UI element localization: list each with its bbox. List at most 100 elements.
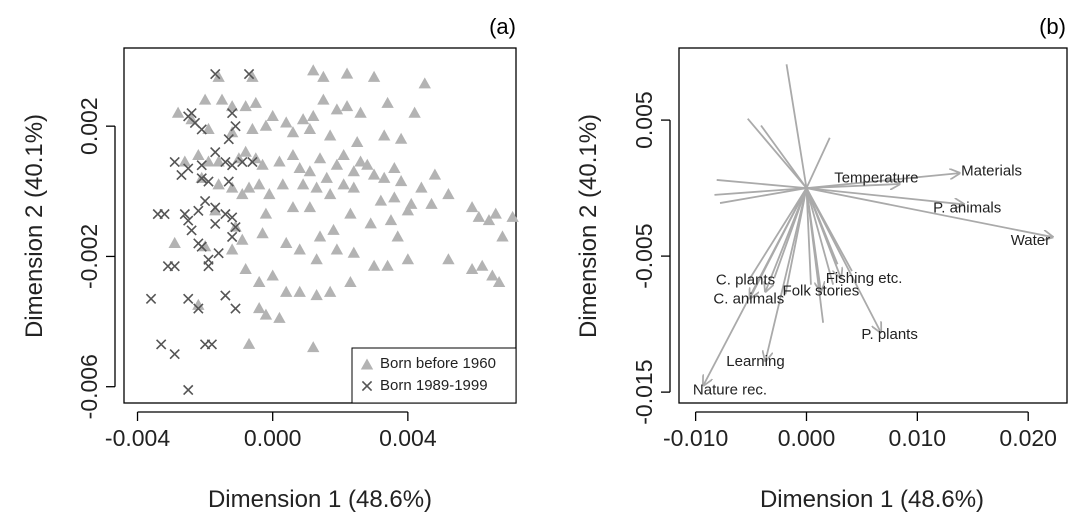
point-born-1989-1999	[206, 339, 218, 350]
point-born-1989-1999	[220, 156, 231, 168]
point-born-before-1960	[317, 70, 330, 82]
point-born-before-1960	[303, 165, 317, 177]
point-born-before-1960	[280, 285, 293, 297]
point-born-before-1960	[327, 223, 340, 235]
point-born-1989-1999	[247, 156, 258, 168]
y-tick-label-a: 0.002	[76, 97, 102, 155]
point-born-before-1960	[472, 210, 486, 222]
point-born-before-1960	[367, 259, 381, 271]
point-born-before-1960	[313, 230, 327, 242]
vector-p-animals	[806, 187, 963, 204]
point-born-before-1960	[293, 243, 306, 255]
loading-vector	[785, 64, 808, 189]
point-born-1989-1999	[186, 225, 197, 236]
vector-materials	[806, 173, 959, 189]
point-born-before-1960	[354, 106, 367, 118]
point-born-1989-1999	[226, 231, 238, 243]
vector-fishing-etc	[805, 187, 840, 278]
point-born-before-1960	[347, 181, 360, 193]
point-born-before-1960	[374, 194, 388, 206]
point-born-1989-1999	[210, 202, 221, 213]
point-born-before-1960	[330, 158, 344, 170]
plot-frame-a	[123, 47, 517, 404]
point-born-before-1960	[259, 207, 273, 219]
point-born-before-1960	[212, 178, 225, 190]
point-born-before-1960	[367, 70, 381, 82]
point-born-before-1960	[344, 207, 357, 219]
point-born-before-1960	[266, 109, 279, 121]
point-born-before-1960	[337, 178, 350, 190]
loading-vector	[747, 118, 808, 189]
point-born-before-1960	[323, 129, 337, 141]
point-born-1989-1999	[213, 248, 224, 259]
point-born-before-1960	[192, 148, 205, 161]
y-tick-label-b: 0.005	[631, 91, 657, 149]
point-born-before-1960	[259, 119, 273, 131]
point-born-before-1960	[496, 230, 509, 242]
point-born-before-1960	[330, 103, 344, 115]
point-born-before-1960	[273, 311, 286, 323]
x-tick-label-b: 0.000	[778, 425, 836, 451]
legend-label-1989-1999: Born 1989-1999	[380, 377, 488, 394]
point-born-before-1960	[388, 191, 401, 203]
point-born-before-1960	[239, 100, 252, 112]
vector-label-fishing-etc: Fishing etc.	[826, 270, 903, 287]
point-born-before-1960	[239, 262, 252, 275]
point-born-before-1960	[337, 148, 350, 161]
point-born-before-1960	[307, 341, 320, 353]
point-born-before-1960	[310, 181, 323, 193]
vector-label-c-animals: C. animals	[713, 291, 784, 308]
x-axis-a: -0.004 0.000 0.004	[105, 411, 437, 451]
loading-vector	[805, 188, 812, 285]
x-tick-label-b: -0.010	[663, 425, 728, 451]
point-born-before-1960	[266, 269, 279, 281]
point-born-1989-1999	[193, 303, 204, 314]
point-born-before-1960	[384, 214, 398, 226]
point-born-1989-1999	[220, 208, 231, 220]
point-born-before-1960	[252, 302, 266, 314]
point-born-before-1960	[263, 188, 276, 200]
point-born-1989-1999	[196, 124, 207, 135]
point-born-1989-1999	[199, 195, 211, 207]
point-born-before-1960	[394, 175, 408, 187]
point-born-before-1960	[178, 155, 192, 167]
y-axis-label-b: Dimension 2 (40.1%)	[575, 114, 602, 338]
point-born-before-1960	[361, 158, 374, 170]
point-born-before-1960	[489, 207, 502, 219]
point-born-before-1960	[246, 122, 259, 134]
x-axis-label-b: Dimension 1 (48.6%)	[760, 486, 984, 513]
x-axis-b: -0.010 0.000 0.010 0.020	[663, 411, 1057, 451]
point-born-before-1960	[347, 246, 360, 258]
point-born-before-1960	[307, 109, 320, 121]
point-born-before-1960	[401, 253, 415, 265]
point-born-1989-1999	[210, 218, 221, 230]
loading-vector	[716, 179, 807, 189]
point-born-before-1960	[192, 298, 205, 310]
point-born-1989-1999	[196, 173, 207, 184]
legend-marker-before-1960	[360, 358, 374, 370]
panel-label-a: (a)	[489, 14, 516, 39]
point-born-1989-1999	[243, 68, 255, 80]
loading-vector	[760, 124, 808, 189]
loading-vector	[805, 137, 831, 189]
loading-vector	[746, 187, 808, 283]
point-born-1989-1999	[230, 221, 241, 233]
point-born-before-1960	[202, 122, 215, 134]
point-born-1989-1999	[176, 169, 187, 181]
vector-label-materials: Materials	[961, 163, 1022, 180]
point-born-before-1960	[340, 67, 354, 79]
point-born-before-1960	[303, 122, 317, 134]
point-born-1989-1999	[223, 176, 234, 187]
point-born-before-1960	[242, 181, 256, 193]
point-born-before-1960	[378, 129, 391, 141]
legend-box	[351, 347, 517, 404]
legend: Born before 1960 Born 1989-1999	[351, 347, 517, 404]
point-born-before-1960	[367, 168, 381, 180]
point-born-before-1960	[492, 275, 506, 288]
point-born-before-1960	[198, 93, 212, 105]
point-born-before-1960	[354, 155, 367, 167]
point-born-before-1960	[381, 259, 394, 271]
point-born-before-1960	[256, 227, 269, 239]
loading-vector	[719, 187, 807, 204]
point-born-1989-1999	[183, 384, 194, 396]
